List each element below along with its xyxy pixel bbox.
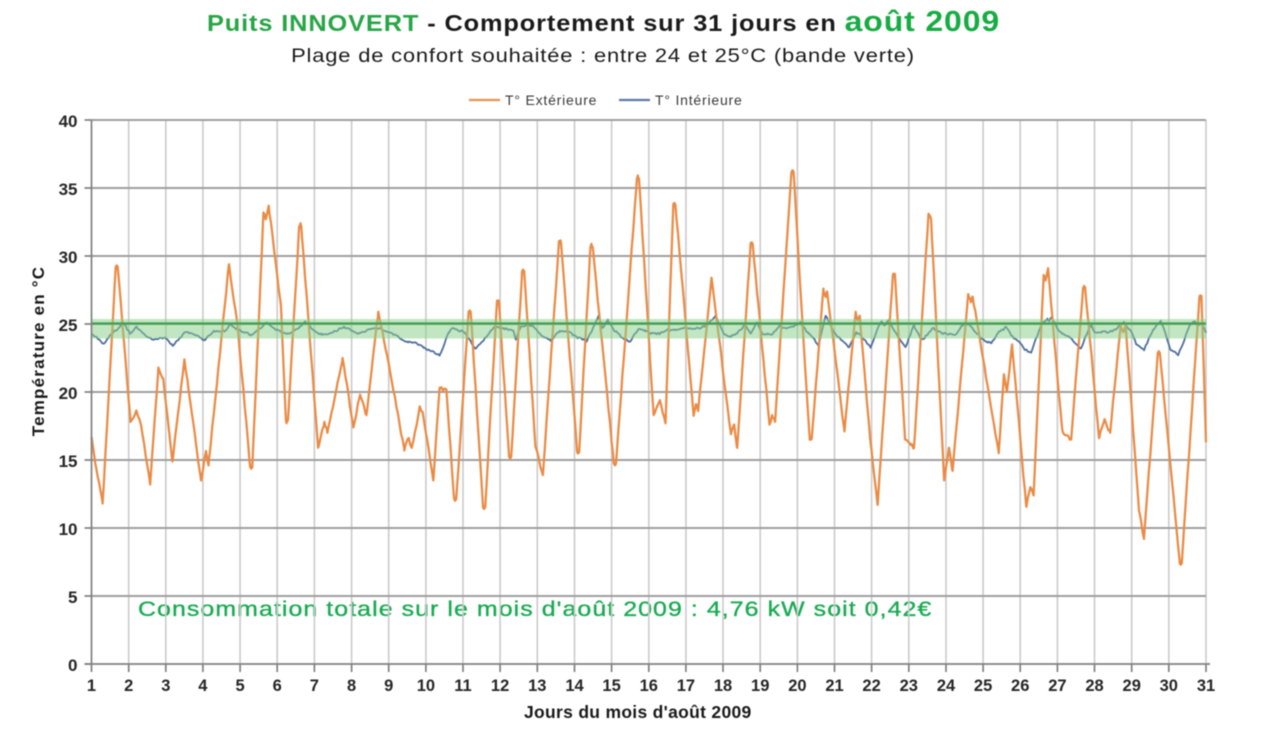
svg-text:21: 21 bbox=[825, 677, 843, 695]
svg-text:17: 17 bbox=[677, 677, 695, 695]
svg-text:14: 14 bbox=[565, 677, 584, 695]
svg-text:20: 20 bbox=[788, 677, 806, 695]
svg-text:27: 27 bbox=[1048, 677, 1066, 695]
svg-text:1: 1 bbox=[87, 677, 96, 695]
svg-text:25: 25 bbox=[974, 677, 992, 695]
svg-text:23: 23 bbox=[900, 677, 918, 695]
svg-text:0: 0 bbox=[68, 656, 77, 675]
svg-text:30: 30 bbox=[1160, 677, 1178, 695]
svg-text:12: 12 bbox=[491, 677, 509, 695]
svg-text:26: 26 bbox=[1011, 677, 1029, 695]
svg-text:31: 31 bbox=[1197, 677, 1215, 695]
svg-text:29: 29 bbox=[1123, 677, 1141, 695]
svg-text:3: 3 bbox=[161, 677, 170, 695]
svg-text:30: 30 bbox=[59, 248, 78, 267]
svg-text:7: 7 bbox=[310, 677, 319, 695]
svg-text:24: 24 bbox=[937, 677, 956, 695]
svg-text:35: 35 bbox=[59, 180, 78, 199]
svg-text:15: 15 bbox=[59, 452, 78, 471]
svg-text:6: 6 bbox=[273, 677, 282, 695]
svg-text:8: 8 bbox=[347, 677, 356, 695]
svg-text:11: 11 bbox=[454, 677, 471, 695]
svg-text:15: 15 bbox=[602, 677, 620, 695]
svg-text:13: 13 bbox=[528, 677, 546, 695]
svg-text:5: 5 bbox=[236, 677, 245, 695]
svg-text:5: 5 bbox=[68, 588, 77, 607]
svg-text:9: 9 bbox=[384, 677, 393, 695]
svg-text:20: 20 bbox=[59, 384, 78, 403]
svg-text:25: 25 bbox=[59, 316, 78, 335]
svg-text:19: 19 bbox=[751, 677, 769, 695]
svg-text:4: 4 bbox=[198, 677, 208, 695]
svg-text:10: 10 bbox=[417, 677, 435, 695]
svg-text:18: 18 bbox=[714, 677, 732, 695]
svg-text:28: 28 bbox=[1085, 677, 1103, 695]
svg-text:2: 2 bbox=[124, 677, 133, 695]
svg-text:40: 40 bbox=[59, 112, 78, 131]
svg-text:10: 10 bbox=[59, 520, 78, 539]
svg-text:22: 22 bbox=[862, 677, 880, 695]
svg-text:16: 16 bbox=[640, 677, 658, 695]
